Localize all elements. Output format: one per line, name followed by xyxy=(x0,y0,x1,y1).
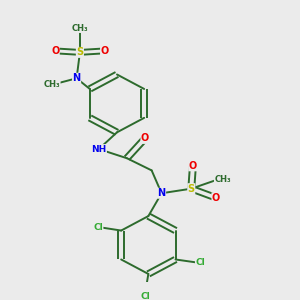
Text: S: S xyxy=(76,47,83,57)
Text: S: S xyxy=(188,184,195,194)
Text: Cl: Cl xyxy=(93,223,103,232)
Text: O: O xyxy=(212,193,220,203)
Text: CH₃: CH₃ xyxy=(214,175,231,184)
Text: N: N xyxy=(73,73,81,83)
Text: Cl: Cl xyxy=(195,258,205,267)
Text: O: O xyxy=(51,46,59,56)
Text: NH: NH xyxy=(91,145,106,154)
Text: CH₃: CH₃ xyxy=(44,80,60,89)
Text: N: N xyxy=(158,188,166,198)
Text: Cl: Cl xyxy=(140,292,150,300)
Text: O: O xyxy=(189,161,197,171)
Text: O: O xyxy=(141,134,149,143)
Text: CH₃: CH₃ xyxy=(72,23,88,32)
Text: O: O xyxy=(100,46,109,56)
